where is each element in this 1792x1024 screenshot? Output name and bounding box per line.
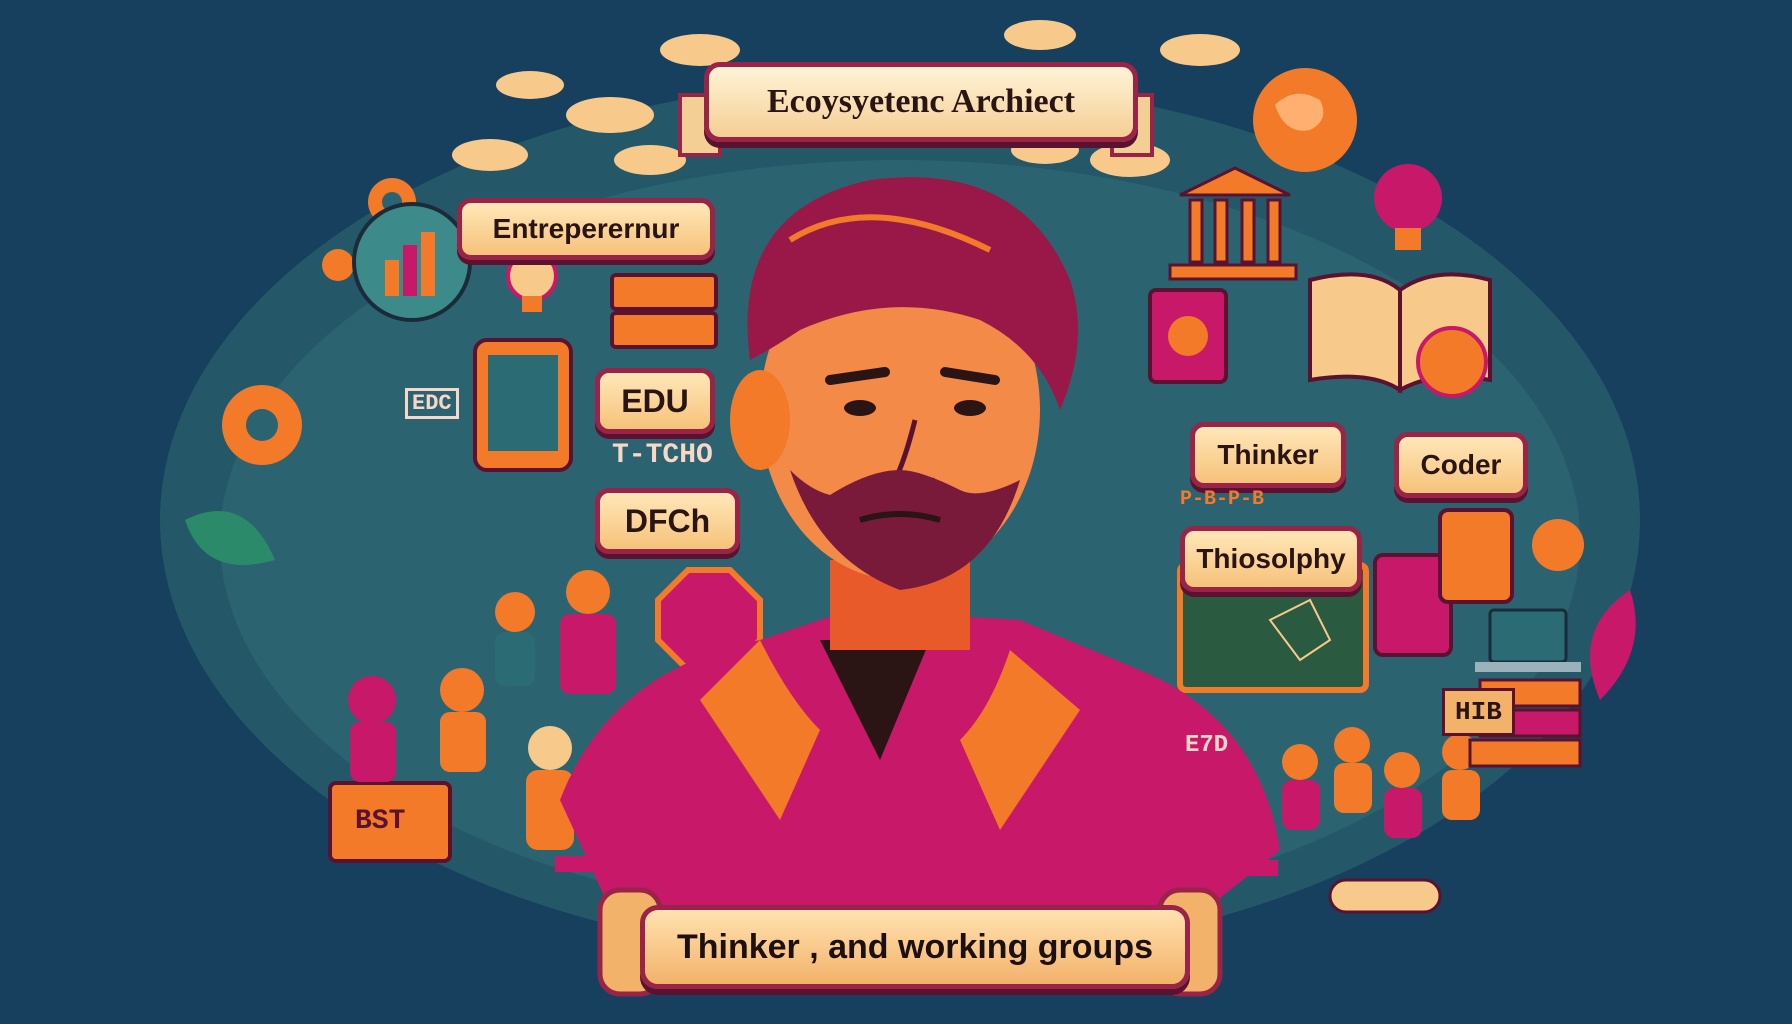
label-hib: HIB [1442, 688, 1515, 736]
scroll-icon [1328, 878, 1442, 914]
building-icon [1168, 166, 1298, 281]
label-e7d: E7D [1185, 732, 1228, 759]
figure-eye-left [844, 400, 876, 416]
label-edu-text: EDU [621, 382, 689, 419]
label-thinker: Thinker [1190, 422, 1346, 488]
lightbulb-icon [506, 164, 1442, 312]
label-entrepreneur: Entreperernur [457, 198, 715, 260]
label-thinker-text: Thinker [1217, 439, 1319, 470]
label-philosophy: Thiosolphy [1180, 526, 1362, 592]
label-edc: EDC [405, 388, 459, 419]
label-dfch-text: DFCh [624, 502, 711, 539]
label-entrepreneur-text: Entreperernur [492, 213, 680, 244]
label-hib-text: HIB [1455, 697, 1502, 727]
leaf-right-icon [1590, 590, 1636, 700]
figure-eye-right [954, 400, 986, 416]
title-banner: Ecoysyetenc Archiect [704, 62, 1138, 142]
label-techo: T-TCHO [612, 440, 713, 471]
title-text: Ecoysyetenc Archiect [766, 83, 1076, 120]
label-coder-text: Coder [1420, 449, 1502, 480]
label-e7d-text: E7D [1185, 732, 1229, 759]
figure-beard [790, 470, 1020, 590]
label-edu: EDU [595, 368, 715, 434]
label-edc-text: EDC [412, 391, 452, 416]
label-coder: Coder [1394, 432, 1528, 498]
bottom-banner: Thinker , and working groups [640, 905, 1190, 989]
label-pbar-text: P-B-P-B [1180, 488, 1265, 511]
bottom-banner-text: Thinker , and working groups [676, 927, 1154, 966]
label-best: BST [355, 806, 405, 837]
tablet-right-icon [1373, 553, 1453, 657]
laptop-left-icon [328, 781, 452, 863]
label-dfch: DFCh [595, 488, 740, 554]
figure-hair [747, 177, 1078, 410]
label-techo-text: T-TCHO [612, 440, 713, 471]
label-philosophy-text: Thiosolphy [1196, 543, 1346, 574]
clouds [452, 20, 1240, 177]
label-pbar: P-B-P-B [1180, 488, 1264, 511]
server-icon [610, 273, 718, 349]
leaf-icon [185, 511, 275, 565]
label-best-text: BST [355, 806, 406, 837]
apple-icon [1416, 326, 1488, 398]
red-ball-icon [1532, 519, 1584, 571]
laptop-icon [1488, 608, 1568, 664]
